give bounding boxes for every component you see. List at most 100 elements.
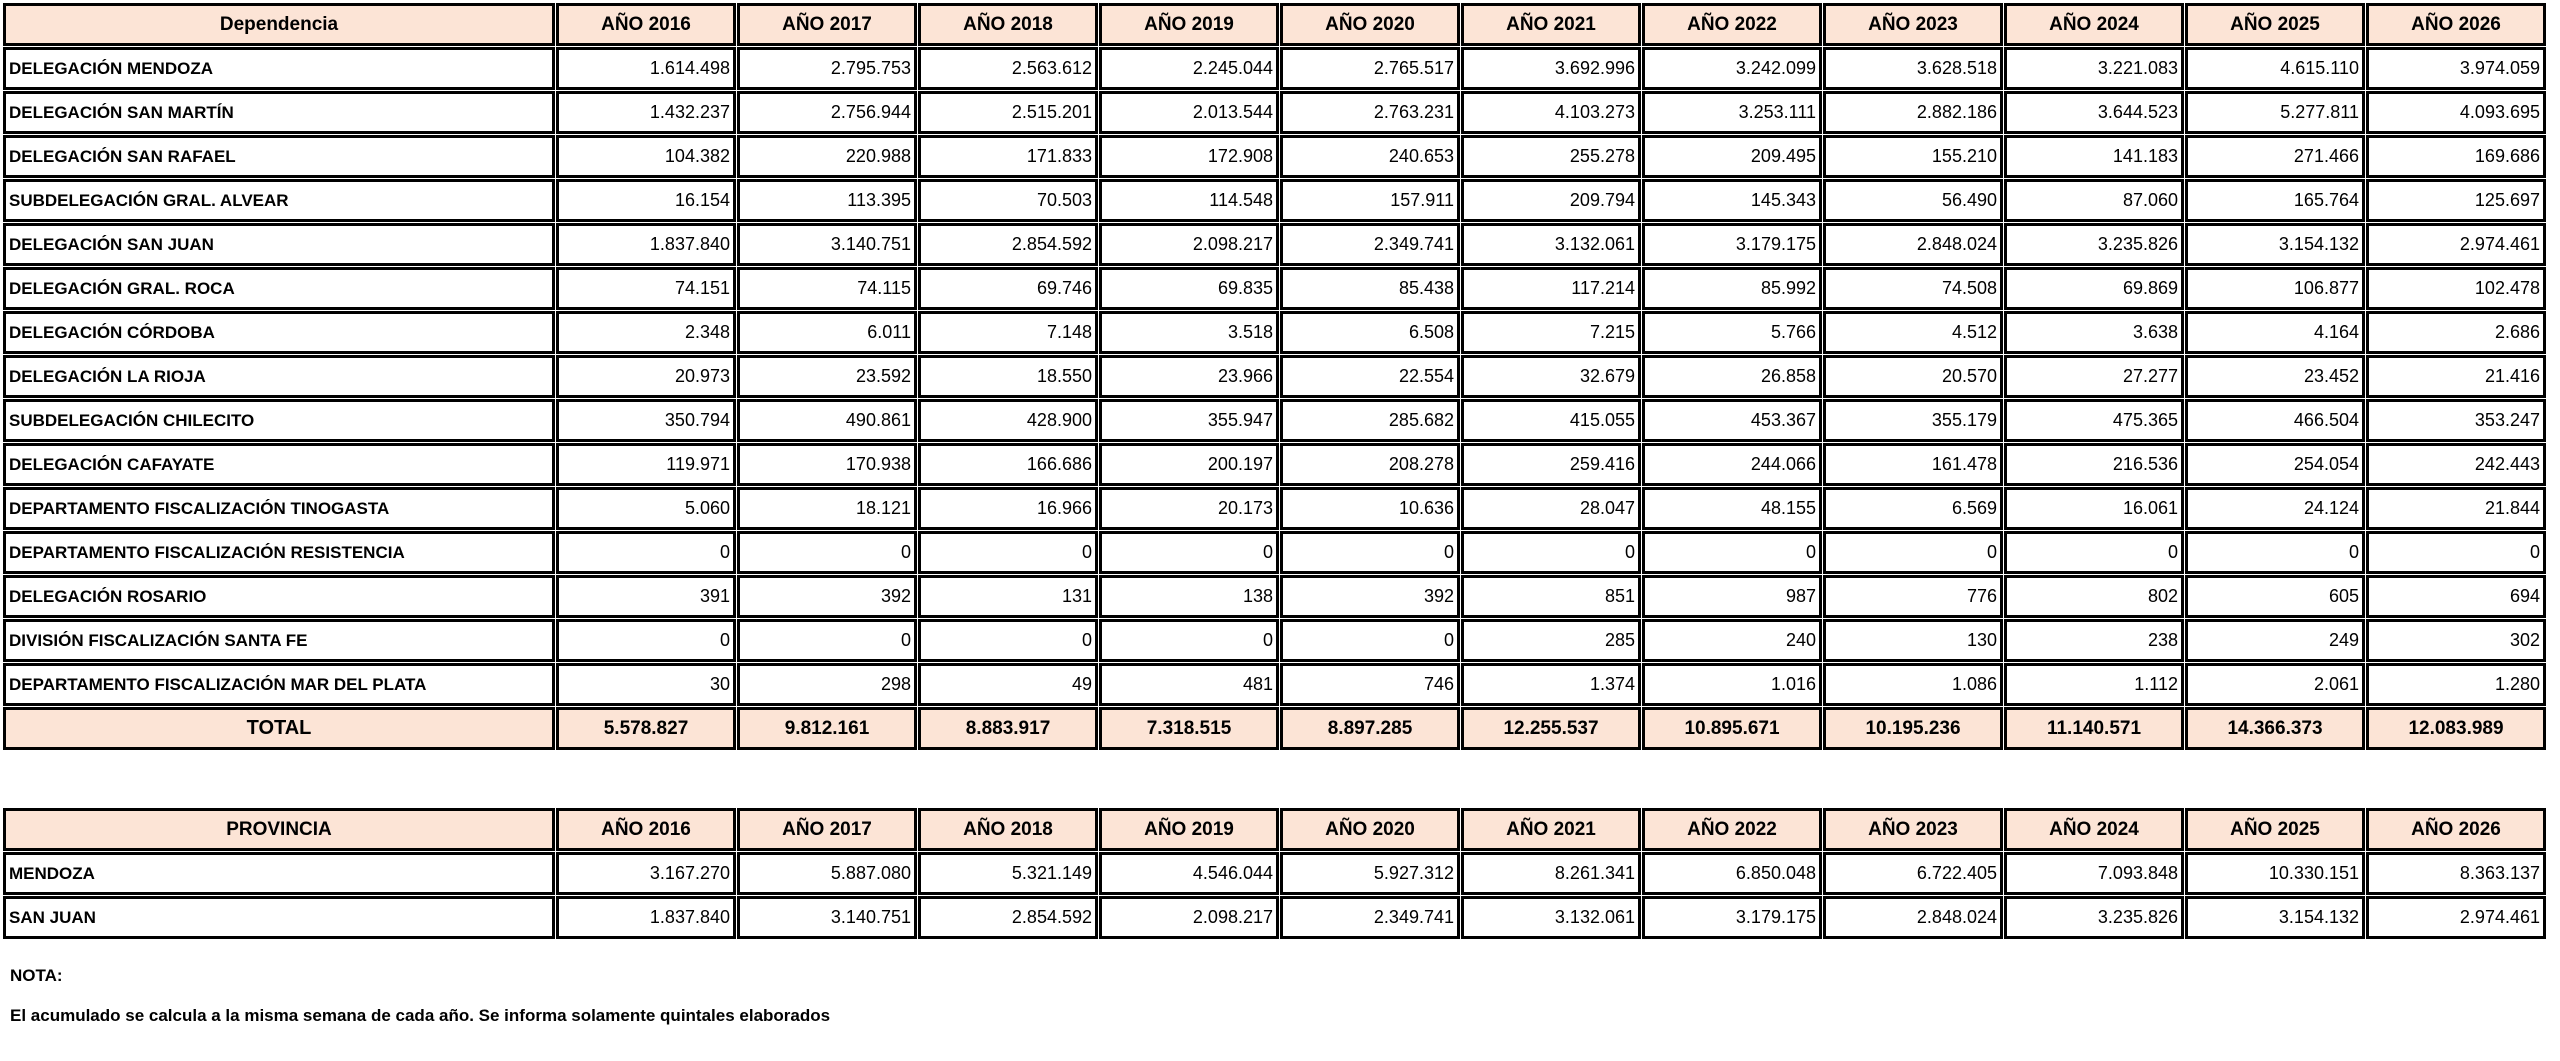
value-cell: 70.503 bbox=[918, 179, 1098, 222]
value-cell: 3.644.523 bbox=[2004, 91, 2184, 134]
value-cell: 3.132.061 bbox=[1461, 223, 1641, 266]
value-cell: 0 bbox=[1280, 531, 1460, 574]
value-cell: 20.173 bbox=[1099, 487, 1279, 530]
value-cell: 3.235.826 bbox=[2004, 223, 2184, 266]
value-cell: 1.374 bbox=[1461, 663, 1641, 706]
table-row: DIVISIÓN FISCALIZACIÓN SANTA FE 0 0 0 0 0 285 2… bbox=[3, 619, 2546, 662]
value-cell: 3.242.099 bbox=[1642, 47, 1822, 90]
value-cell: 6.569 bbox=[1823, 487, 2003, 530]
total-value-cell: 7.318.515 bbox=[1099, 707, 1279, 750]
value-cell: 240 bbox=[1642, 619, 1822, 662]
value-cell: 155.210 bbox=[1823, 135, 2003, 178]
value-cell: 10.636 bbox=[1280, 487, 1460, 530]
row-label: SAN JUAN bbox=[3, 896, 555, 939]
value-cell: 170.938 bbox=[737, 443, 917, 486]
value-cell: 1.614.498 bbox=[556, 47, 736, 90]
value-cell: 113.395 bbox=[737, 179, 917, 222]
value-cell: 69.869 bbox=[2004, 267, 2184, 310]
value-cell: 391 bbox=[556, 575, 736, 618]
value-cell: 259.416 bbox=[1461, 443, 1641, 486]
value-cell: 4.615.110 bbox=[2185, 47, 2365, 90]
value-cell: 240.653 bbox=[1280, 135, 1460, 178]
table-row: SUBDELEGACIÓN CHILECITO 350.794 490.861 428… bbox=[3, 399, 2546, 442]
value-cell: 2.013.544 bbox=[1099, 91, 1279, 134]
header-row: Dependencia AÑO 2016 AÑO 2017 AÑO 2018 AÑO 2… bbox=[3, 3, 2546, 46]
value-cell: 285 bbox=[1461, 619, 1641, 662]
table-row: DELEGACIÓN LA RIOJA 20.973 23.592 18.550 23.… bbox=[3, 355, 2546, 398]
table-row: DELEGACIÓN MENDOZA 1.614.498 2.795.753 2.56… bbox=[3, 47, 2546, 90]
value-cell: 32.679 bbox=[1461, 355, 1641, 398]
value-cell: 5.321.149 bbox=[918, 852, 1098, 895]
value-cell: 23.452 bbox=[2185, 355, 2365, 398]
value-cell: 169.686 bbox=[2366, 135, 2546, 178]
value-cell: 3.140.751 bbox=[737, 896, 917, 939]
value-cell: 18.121 bbox=[737, 487, 917, 530]
row-label: DIVISIÓN FISCALIZACIÓN SANTA FE bbox=[3, 619, 555, 662]
value-cell: 200.197 bbox=[1099, 443, 1279, 486]
value-cell: 2.348 bbox=[556, 311, 736, 354]
row-label: DEPARTAMENTO FISCALIZACIÓN RESISTENCIA bbox=[3, 531, 555, 574]
table-row: MENDOZA 3.167.270 5.887.080 5.321.149 4.546.… bbox=[3, 852, 2546, 895]
value-cell: 0 bbox=[737, 531, 917, 574]
value-cell: 2.848.024 bbox=[1823, 896, 2003, 939]
value-cell: 490.861 bbox=[737, 399, 917, 442]
table-row: DELEGACIÓN CAFAYATE 119.971 170.938 166.686… bbox=[3, 443, 2546, 486]
total-value-cell: 8.897.285 bbox=[1280, 707, 1460, 750]
value-cell: 85.438 bbox=[1280, 267, 1460, 310]
column-header-0: Dependencia bbox=[3, 3, 555, 46]
value-cell: 2.765.517 bbox=[1280, 47, 1460, 90]
value-cell: 10.330.151 bbox=[2185, 852, 2365, 895]
value-cell: 2.756.944 bbox=[737, 91, 917, 134]
value-cell: 209.794 bbox=[1461, 179, 1641, 222]
value-cell: 987 bbox=[1642, 575, 1822, 618]
value-cell: 56.490 bbox=[1823, 179, 2003, 222]
value-cell: 2.686 bbox=[2366, 311, 2546, 354]
value-cell: 157.911 bbox=[1280, 179, 1460, 222]
value-cell: 131 bbox=[918, 575, 1098, 618]
value-cell: 2.848.024 bbox=[1823, 223, 2003, 266]
value-cell: 7.148 bbox=[918, 311, 1098, 354]
row-label: DEPARTAMENTO FISCALIZACIÓN TINOGASTA bbox=[3, 487, 555, 530]
value-cell: 0 bbox=[556, 619, 736, 662]
value-cell: 6.722.405 bbox=[1823, 852, 2003, 895]
total-value-cell: 10.195.236 bbox=[1823, 707, 2003, 750]
year-header: AÑO 2019 bbox=[1099, 808, 1279, 851]
value-cell: 249 bbox=[2185, 619, 2365, 662]
value-cell: 242.443 bbox=[2366, 443, 2546, 486]
value-cell: 5.887.080 bbox=[737, 852, 917, 895]
value-cell: 104.382 bbox=[556, 135, 736, 178]
value-cell: 216.536 bbox=[2004, 443, 2184, 486]
column-header-1: PROVINCIA bbox=[3, 808, 555, 851]
value-cell: 16.154 bbox=[556, 179, 736, 222]
value-cell: 285.682 bbox=[1280, 399, 1460, 442]
total-value-cell: 8.883.917 bbox=[918, 707, 1098, 750]
value-cell: 1.112 bbox=[2004, 663, 2184, 706]
value-cell: 166.686 bbox=[918, 443, 1098, 486]
value-cell: 4.546.044 bbox=[1099, 852, 1279, 895]
value-cell: 16.061 bbox=[2004, 487, 2184, 530]
value-cell: 5.766 bbox=[1642, 311, 1822, 354]
value-cell: 3.167.270 bbox=[556, 852, 736, 895]
value-cell: 2.854.592 bbox=[918, 896, 1098, 939]
value-cell: 3.179.175 bbox=[1642, 223, 1822, 266]
row-label: SUBDELEGACIÓN GRAL. ALVEAR bbox=[3, 179, 555, 222]
total-value-cell: 9.812.161 bbox=[737, 707, 917, 750]
value-cell: 453.367 bbox=[1642, 399, 1822, 442]
value-cell: 117.214 bbox=[1461, 267, 1641, 310]
value-cell: 2.098.217 bbox=[1099, 223, 1279, 266]
value-cell: 1.837.840 bbox=[556, 223, 736, 266]
provincia-table: PROVINCIA AÑO 2016 AÑO 2017 AÑO 2018 AÑO 201… bbox=[2, 807, 2547, 940]
value-cell: 350.794 bbox=[556, 399, 736, 442]
value-cell: 102.478 bbox=[2366, 267, 2546, 310]
value-cell: 74.115 bbox=[737, 267, 917, 310]
value-cell: 22.554 bbox=[1280, 355, 1460, 398]
value-cell: 24.124 bbox=[2185, 487, 2365, 530]
value-cell: 5.927.312 bbox=[1280, 852, 1460, 895]
value-cell: 0 bbox=[1461, 531, 1641, 574]
value-cell: 2.098.217 bbox=[1099, 896, 1279, 939]
value-cell: 220.988 bbox=[737, 135, 917, 178]
value-cell: 6.850.048 bbox=[1642, 852, 1822, 895]
total-value-cell: 12.255.537 bbox=[1461, 707, 1641, 750]
value-cell: 3.154.132 bbox=[2185, 223, 2365, 266]
value-cell: 392 bbox=[1280, 575, 1460, 618]
